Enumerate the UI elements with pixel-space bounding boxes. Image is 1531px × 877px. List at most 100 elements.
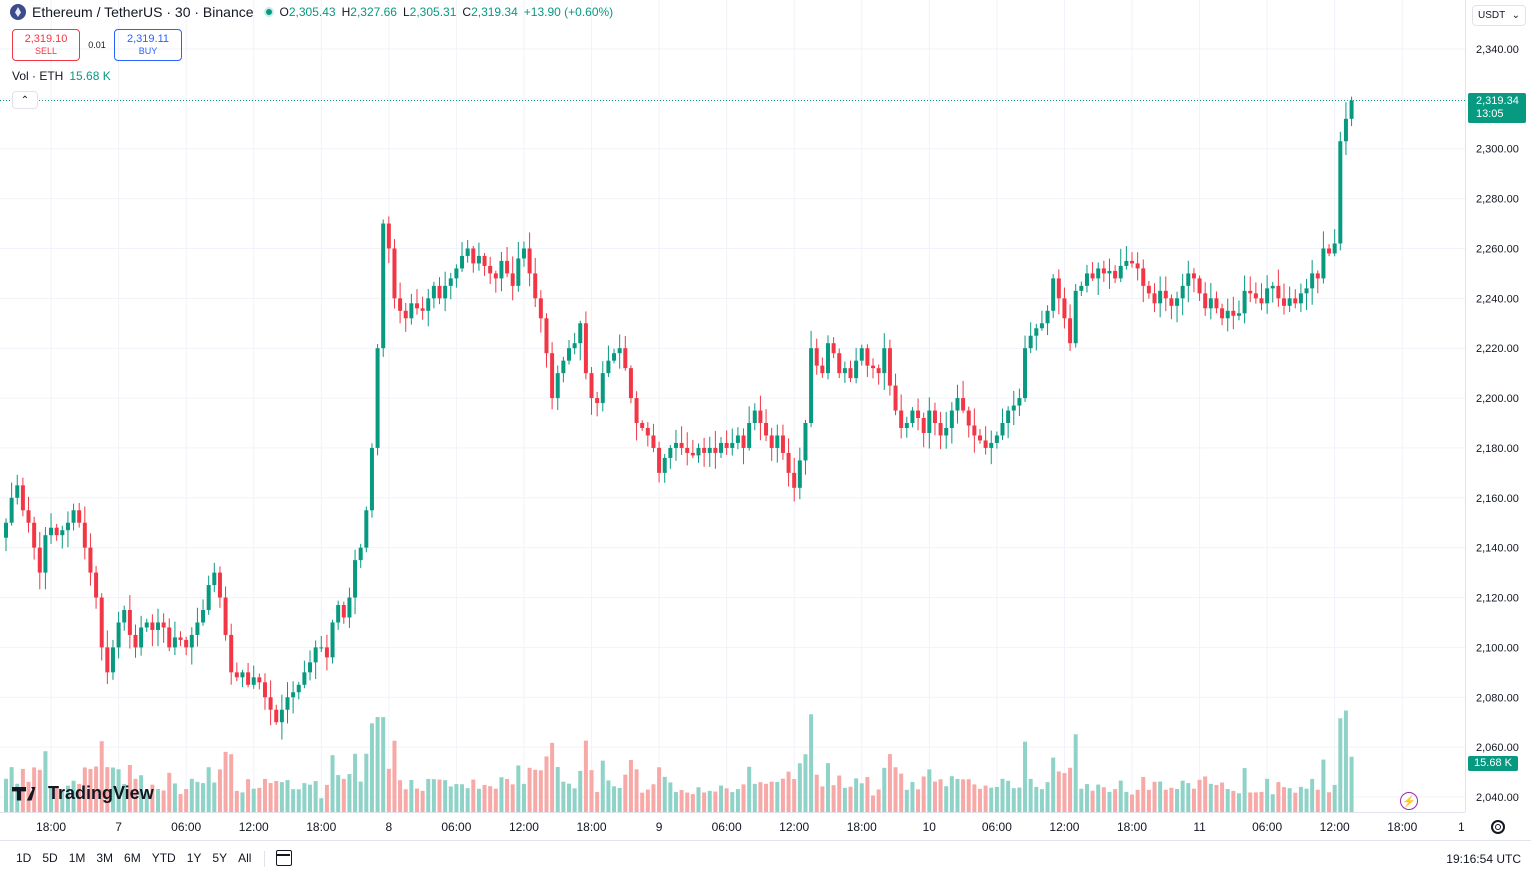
time-tick-label: 18:00 <box>847 820 877 834</box>
candle-body <box>156 622 161 630</box>
time-tick-label: 12:00 <box>509 820 539 834</box>
range-button-5d[interactable]: 5D <box>42 851 58 865</box>
candle-body <box>651 435 656 448</box>
collapse-legend-button[interactable]: ⌃ <box>12 91 38 109</box>
candle-body <box>882 348 887 374</box>
volume-bar <box>105 767 110 812</box>
time-axis[interactable]: 18:00 7 06:00 12:00 18:00 8 06:00 12:00 18:00 9 06… <box>0 812 1472 840</box>
volume-bar <box>1169 787 1174 812</box>
volume-bar <box>550 742 555 812</box>
volume-bar <box>178 794 183 812</box>
buy-button[interactable]: 2,319.11 BUY <box>114 29 182 61</box>
volume-bar <box>837 775 842 812</box>
volume-bar <box>825 763 830 812</box>
range-button-1y[interactable]: 1Y <box>186 851 202 865</box>
time-tick-label: 12 <box>1458 820 1465 834</box>
candle-body <box>15 485 20 498</box>
settings-gear-icon[interactable] <box>1491 820 1505 834</box>
tradingview-logo[interactable]: TradingView <box>12 783 154 804</box>
range-button-3m[interactable]: 3M <box>96 851 114 865</box>
volume-bar <box>212 782 217 812</box>
candle-body <box>1107 270 1112 274</box>
calendar-icon[interactable] <box>276 850 292 866</box>
candle-body <box>752 410 757 423</box>
volume-bar <box>955 778 960 812</box>
volume-bar <box>1113 789 1118 812</box>
candle-body <box>1124 260 1129 266</box>
spread-value: 0.01 <box>88 40 106 50</box>
range-button-1d[interactable]: 1D <box>16 851 32 865</box>
chevron-down-icon: ⌄ <box>1511 10 1520 21</box>
candle-body <box>1096 268 1101 279</box>
candle-body <box>234 672 239 678</box>
candle-body <box>994 435 999 443</box>
candle-body <box>775 435 780 448</box>
volume-bar <box>201 783 206 812</box>
candle-body <box>1236 313 1241 316</box>
symbol-title[interactable]: Ethereum / TetherUS · 30 · Binance <box>32 4 254 20</box>
candle-body <box>1062 298 1067 319</box>
range-button-6m[interactable]: 6M <box>124 851 141 865</box>
volume-bar <box>910 781 915 812</box>
volume-bar <box>871 795 876 812</box>
volume-bar <box>527 767 532 812</box>
candle-body <box>251 677 256 685</box>
volume-bar <box>184 789 189 812</box>
candle-body <box>353 560 358 598</box>
market-open-dot-icon <box>263 7 274 17</box>
volume-bar <box>414 788 419 812</box>
volume-bar <box>336 775 341 812</box>
volume-bar <box>1158 781 1163 812</box>
volume-bar <box>229 754 234 812</box>
price-tick-label: 2,140.00 <box>1476 543 1519 555</box>
sell-button[interactable]: 2,319.10 SELL <box>12 29 80 61</box>
volume-bar <box>1084 784 1089 812</box>
candle-body <box>1253 293 1258 299</box>
low-value: 2,305.31 <box>409 5 457 19</box>
buy-label: BUY <box>138 46 158 56</box>
volume-bar <box>1068 767 1073 812</box>
volume-bar <box>1039 789 1044 812</box>
volume-legend[interactable]: Vol · ETH 15.68 K <box>12 69 111 83</box>
candle-body <box>662 457 667 473</box>
volume-bar <box>1327 792 1332 812</box>
candle-body <box>589 373 594 399</box>
price-axis[interactable]: 2,040.00 2,060.00 2,080.00 2,100.00 2,120.00… <box>1465 0 1531 812</box>
volume-bar <box>1293 792 1298 812</box>
volume-bar <box>4 778 8 812</box>
close-label: C <box>462 5 472 19</box>
candle-body <box>381 223 386 349</box>
candle-body <box>634 398 639 423</box>
utc-clock[interactable]: 19:16:54 UTC <box>1446 852 1521 866</box>
tradingview-logo-icon <box>12 785 42 803</box>
candle-body <box>1163 290 1168 299</box>
volume-bar <box>49 786 54 812</box>
candle-body <box>426 298 431 311</box>
range-button-5y[interactable]: 5Y <box>212 851 228 865</box>
time-tick-label: 18:00 <box>1387 820 1417 834</box>
candle-body <box>460 255 465 269</box>
price-tick-label: 2,220.00 <box>1476 343 1519 355</box>
volume-bar <box>831 785 836 812</box>
lightning-icon[interactable]: ⚡ <box>1400 792 1418 810</box>
volume-bar <box>1332 784 1337 812</box>
volume-bar <box>1321 759 1326 812</box>
range-button-1m[interactable]: 1M <box>68 851 86 865</box>
candle-body <box>139 627 144 648</box>
range-button-ytd[interactable]: YTD <box>151 851 176 865</box>
candle-body <box>1034 328 1039 336</box>
price-tick-label: 2,180.00 <box>1476 443 1519 455</box>
candle-body <box>302 672 307 685</box>
candle-body <box>516 258 521 286</box>
chart-pane[interactable] <box>0 0 1465 812</box>
currency-selector[interactable]: USDT ⌄ <box>1472 5 1526 26</box>
volume-bar <box>1236 793 1241 812</box>
candle-body <box>809 348 814 423</box>
volume-bar <box>448 786 453 812</box>
candle-body <box>1293 298 1298 304</box>
volume-bar <box>476 788 481 812</box>
range-button-all[interactable]: All <box>238 851 252 865</box>
volume-bar <box>702 792 707 812</box>
candle-body <box>1169 298 1174 306</box>
chart-svg[interactable] <box>0 0 1465 812</box>
